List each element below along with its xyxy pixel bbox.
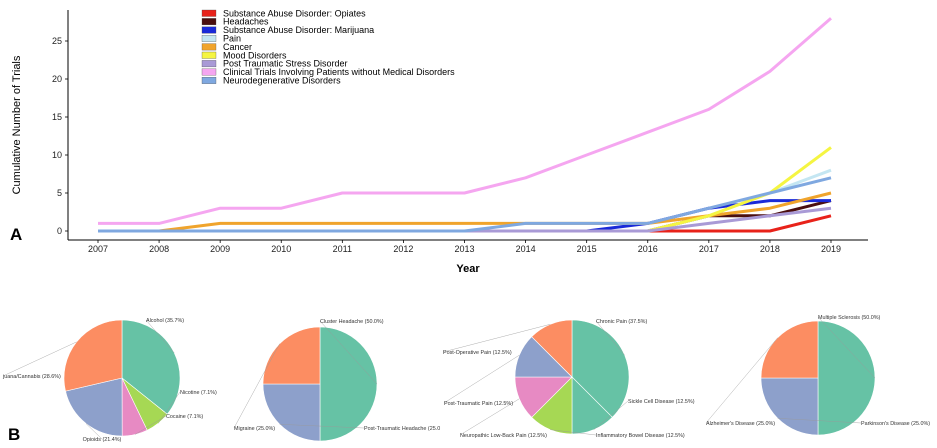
x-tick-label: 2010 <box>271 244 291 254</box>
x-tick-label: 2011 <box>333 244 352 254</box>
pie-label-leader <box>595 320 625 356</box>
pie-slice-label: Inflammatory Bowel Disease (12.5%) <box>596 433 685 439</box>
legend-label: Mood Disorders <box>223 50 287 60</box>
pie-slice-label: Migraine (25.0%) <box>234 426 275 432</box>
x-tick-label: 2019 <box>821 244 841 254</box>
x-axis-title: Year <box>456 263 480 275</box>
x-tick-label: 2017 <box>699 244 719 254</box>
line-chart-axes: 0 5 10 15 20 25 2007 2008 2009 2010 2011 2012 2013 20… <box>52 10 868 254</box>
y-axis-title: Cumulative Number of Trials <box>11 55 23 194</box>
panel-b-letter: B <box>8 425 20 444</box>
series-line-6 <box>98 146 832 233</box>
line-chart-legend: Substance Abuse Disorder: OpiatesHeadach… <box>201 8 455 86</box>
legend-swatch <box>201 68 217 76</box>
x-tick-label: 2014 <box>516 244 536 254</box>
pie-charts: Alcohol (35.7%) Nicotine (7.1%) Cocaine (7… <box>2 315 930 443</box>
pie-slice <box>817 320 876 436</box>
y-tick-label: 20 <box>52 74 62 84</box>
pie-slice <box>65 377 123 437</box>
legend-swatch <box>201 26 217 34</box>
pie-slice <box>319 326 378 442</box>
y-tick-label: 5 <box>57 188 62 198</box>
legend-swatch <box>201 51 217 59</box>
x-tick-label: 2016 <box>638 244 658 254</box>
pie-slice <box>262 383 321 442</box>
legend-label: Neurodegenerative Disorders <box>223 76 341 86</box>
pie-slice-label: Opioids (21.4%) <box>83 437 122 443</box>
pie-label-leader <box>442 324 551 353</box>
pie-slice-label: Multiple Sclerosis (50.0%) <box>818 315 881 321</box>
legend-swatch <box>201 9 217 17</box>
pie-slice-label: Sickle Cell Disease (12.5%) <box>628 399 695 405</box>
pie-label-leader <box>85 423 103 440</box>
legend-swatch <box>201 43 217 51</box>
legend-label: Substance Abuse Disorder: Opiates <box>223 8 366 18</box>
series-line-8 <box>98 17 832 225</box>
pie-slice <box>262 326 321 385</box>
line-chart: 0 5 10 15 20 25 2007 2008 2009 2010 2011 2012 2013 20… <box>11 8 868 275</box>
x-tick-label: 2012 <box>393 244 413 254</box>
pie-label-leader <box>550 429 597 436</box>
pie-label-leader <box>279 424 365 429</box>
pie-label-leader <box>2 341 77 377</box>
x-tick-label: 2007 <box>88 244 108 254</box>
legend-label: Pain <box>223 34 241 44</box>
pie-slice-label: Chronic Pain (37.5%) <box>596 319 647 325</box>
pie-slice-label: Post-Operative Pain (12.5%) <box>443 350 512 356</box>
x-tick-label: 2018 <box>760 244 780 254</box>
y-tick-label: 10 <box>52 150 62 160</box>
pie-label-leader <box>134 415 167 435</box>
legend-label: Headaches <box>223 17 269 27</box>
x-tick-label: 2008 <box>149 244 169 254</box>
legend-swatch <box>201 60 217 68</box>
pie-label-leader <box>705 337 778 424</box>
series-line-9 <box>98 176 832 233</box>
y-tick-label: 25 <box>52 36 62 46</box>
pie-label-leader <box>593 400 629 430</box>
pie-label-leader <box>777 418 862 424</box>
panel-a-letter: A <box>10 225 22 244</box>
legend-swatch <box>201 35 217 42</box>
pie-slice-label: Nicotine (7.1%) <box>180 390 217 396</box>
x-tick-label: 2013 <box>454 244 474 254</box>
pie-label-leader <box>817 316 876 379</box>
pie-label-leader <box>319 320 378 385</box>
legend-label: Clinical Trials Involving Patients witho… <box>223 67 455 77</box>
pie-slice-label: Neuropathic Low-Back Pain (12.5%) <box>460 433 547 439</box>
pie-slice-label: Alzheimer's Disease (25.0%) <box>706 421 775 427</box>
y-tick-label: 15 <box>52 112 62 122</box>
pie-label-leader <box>233 343 280 429</box>
x-tick-label: 2015 <box>577 244 597 254</box>
legend-swatch <box>201 77 217 84</box>
legend-swatch <box>201 18 217 26</box>
pie-label-leader <box>145 319 175 354</box>
pie-slice <box>63 319 123 392</box>
legend-label: Substance Abuse Disorder: Marijuana <box>223 25 374 35</box>
pie-slice-label: Parkinson's Disease (25.0%) <box>861 421 930 427</box>
pie-chart-4: Multiple Sclerosis (50.0%) Parkinson's Di… <box>705 315 930 436</box>
pie-label-leader <box>459 398 520 436</box>
pie-slice-label: Alcohol (35.7%) <box>146 318 184 324</box>
x-tick-label: 2009 <box>210 244 230 254</box>
pie-slice-label: Post-Traumatic Headache (25.0 <box>364 426 440 432</box>
pie-slice-label: Post-Traumatic Pain (12.5%) <box>444 401 513 407</box>
pie-chart-3: Chronic Pain (37.5%) Sickle Cell Disease … <box>442 319 695 439</box>
legend-label: Post Traumatic Stress Disorder <box>223 59 348 69</box>
legend-label: Cancer <box>223 42 252 52</box>
pie-slice <box>760 320 819 379</box>
pie-slice-label: Cocaine (7.1%) <box>166 414 203 420</box>
pie-chart-2: Cluster Headache (50.0%) Post-Traumatic H… <box>233 319 440 442</box>
pie-slice-label: juana/Cannabis (28.6%) <box>2 374 61 380</box>
pie-chart-1: Alcohol (35.7%) Nicotine (7.1%) Cocaine (7… <box>2 318 217 443</box>
pie-label-leader <box>443 355 520 404</box>
pie-label-leader <box>158 391 181 424</box>
line-chart-series <box>98 17 832 233</box>
pie-slice-label: Cluster Headache (50.0%) <box>320 319 384 325</box>
y-tick-label: 0 <box>57 226 62 236</box>
